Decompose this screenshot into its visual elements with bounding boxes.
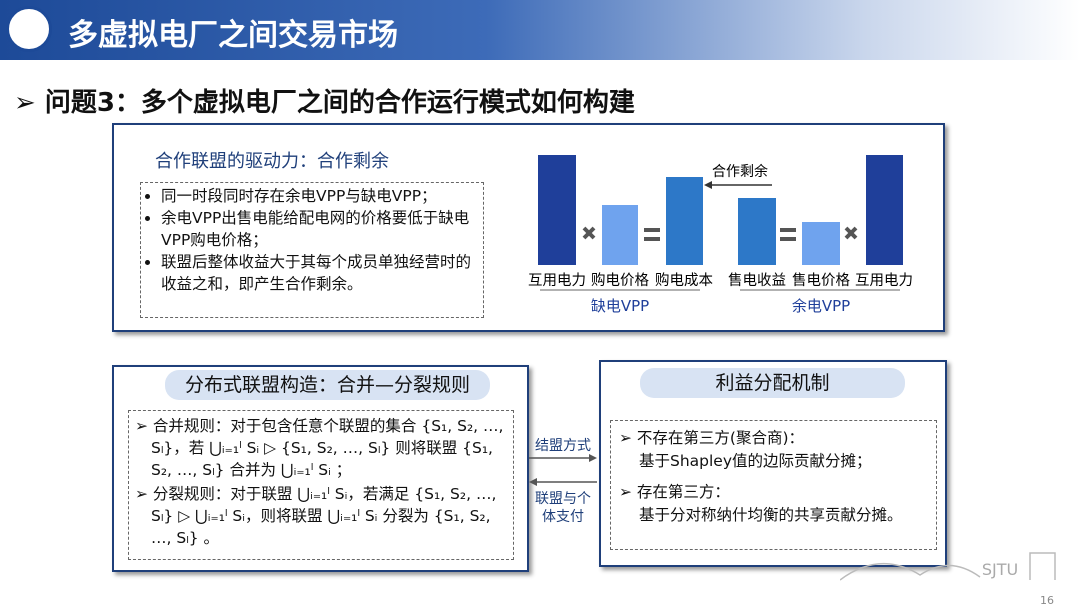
rule: ➢ 分裂规则：对于联盟 ⋃ᵢ₌₁ˡ Sᵢ，若满足 {S₁, S₂, …, Sₗ}… [135, 485, 497, 547]
bar-label: 售电价格 [792, 272, 850, 289]
rule-text: 合并规则：对于包含任意个联盟的集合 {S₁, S₂, …, Sₗ}，若 ⋃ᵢ₌₁… [151, 417, 504, 479]
allocation-item: ➢ 不存在第三方(聚合商)： 基于Shapley值的边际贡献分摊； [619, 427, 928, 473]
rule-text: 分裂规则：对于联盟 ⋃ᵢ₌₁ˡ Sᵢ，若满足 {S₁, S₂, …, Sₗ} ▷… [151, 485, 497, 547]
allocation-title: 利益分配机制 [640, 368, 905, 398]
item-head: 不存在第三方(聚合商)： [636, 429, 805, 447]
footer-logo: SJTU [840, 552, 1056, 581]
bar-label: 购电价格 [591, 272, 649, 289]
connector-label: 联盟与个体支付 [535, 491, 591, 525]
item-body: 基于Shapley值的边际贡献分摊； [639, 452, 872, 470]
bar-shape [802, 222, 840, 265]
equals-sign [644, 228, 796, 241]
question: ➢ 问题3：多个虚拟电厂之间的合作运行模式如何构建 [14, 88, 635, 118]
allocation-items: ➢ 不存在第三方(聚合商)： 基于Shapley值的边际贡献分摊； ➢ 存在第三方：… [610, 420, 937, 550]
item-body: 基于分对称纳什均衡的共享贡献分摊。 [639, 506, 903, 524]
arrow-head [704, 181, 712, 189]
coalition-title: 分布式联盟构造：合并—分裂规则 [165, 370, 490, 400]
header-title: 多虚拟电厂之间交易市场 [68, 18, 398, 53]
group-label: 余电VPP [792, 297, 850, 315]
bar-shape [738, 198, 776, 265]
group-label: 缺电VPP [591, 297, 649, 315]
bar-label: 互用电力 [528, 272, 586, 289]
times-sign [582, 226, 858, 240]
driver-title: 合作联盟的驱动力：合作剩余 [155, 151, 389, 172]
page-number: 16 [1040, 594, 1054, 607]
arrow-label: 合作剩余 [712, 163, 768, 180]
rules: ➢ 合并规则：对于包含任意个联盟的集合 {S₁, S₂, …, Sₗ}，若 ⋃ᵢ… [128, 410, 514, 560]
bar-shape [538, 155, 576, 265]
logo-text: SJTU [982, 560, 1018, 579]
connector-label: 结盟方式 [535, 438, 591, 454]
bullet-list: 同一时段同时存在余电VPP与缺电VPP；余电VPP出售电能给配电网的价格要低于缺… [145, 185, 479, 295]
bullet: 余电VPP出售电能给配电网的价格要低于缺电VPP购电价格； [161, 207, 479, 251]
question-text: 问题3：多个虚拟电厂之间的合作运行模式如何构建 [44, 88, 635, 118]
bar-shape [602, 205, 638, 265]
driver-bullets: 同一时段同时存在余电VPP与缺电VPP；余电VPP出售电能给配电网的价格要低于缺… [140, 182, 484, 318]
bar-label: 售电收益 [728, 272, 786, 289]
allocation-item: ➢ 存在第三方： 基于分对称纳什均衡的共享贡献分摊。 [619, 481, 928, 527]
bar-label: 购电成本 [655, 272, 713, 289]
bullet: 同一时段同时存在余电VPP与缺电VPP； [161, 185, 479, 207]
header-band [0, 0, 1080, 60]
item-head: 存在第三方： [636, 483, 730, 501]
bar-shape [666, 177, 703, 265]
bar-label: 互用电力 [855, 272, 913, 289]
rule: ➢ 合并规则：对于包含任意个联盟的集合 {S₁, S₂, …, Sₗ}，若 ⋃ᵢ… [135, 417, 504, 479]
logo [6, 6, 52, 52]
bar-shape [866, 155, 903, 265]
connector-arrows [529, 454, 597, 486]
bullet: 联盟后整体收益大于其每个成员单独经营时的收益之和，即产生合作剩余。 [161, 251, 479, 295]
